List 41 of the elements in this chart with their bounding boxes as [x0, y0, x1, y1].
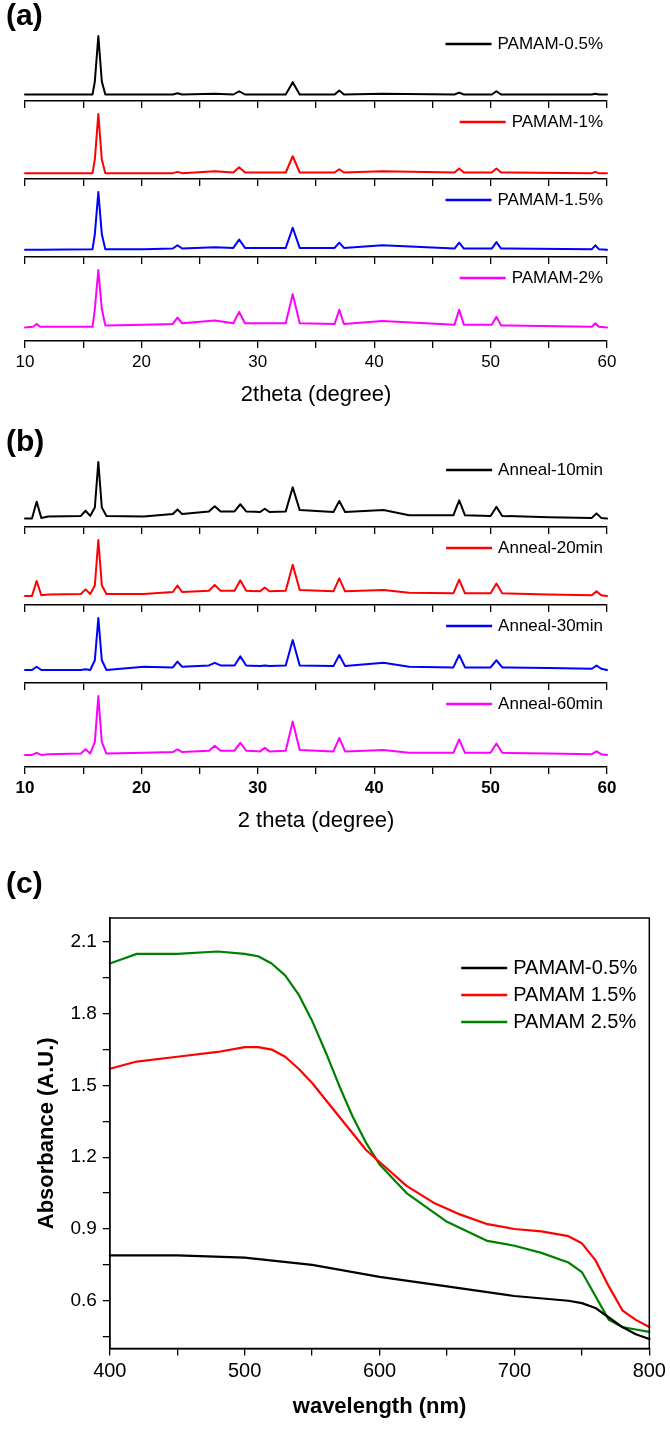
x-tick-label: 20 — [131, 777, 151, 797]
chart-title: (c) — [6, 866, 43, 900]
legend-label: Anneal-20min — [498, 537, 604, 557]
x-axis-title: 2theta (degree) — [240, 380, 392, 406]
y-tick-label: 2.1 — [70, 930, 97, 952]
y-tick-label: 1.8 — [70, 1001, 97, 1023]
y-tick-label: 1.5 — [70, 1073, 97, 1095]
legend-label: PAMAM 2.5% — [513, 1009, 637, 1032]
chart-title: (a) — [6, 0, 43, 32]
y-axis-title: Absorbance (A.U.) — [33, 1037, 59, 1230]
legend-label: PAMAM-0.5% — [513, 955, 638, 978]
x-tick-label: 30 — [248, 351, 268, 371]
legend-label: Anneal-30min — [498, 615, 604, 635]
x-tick-label: 40 — [364, 351, 384, 371]
x-tick-label: 10 — [15, 351, 35, 371]
x-tick-label: 30 — [248, 777, 268, 797]
x-tick-label: 60 — [597, 351, 617, 371]
legend-label: PAMAM-2% — [511, 267, 603, 287]
x-tick-label: 20 — [131, 351, 151, 371]
x-tick-label: 800 — [632, 1359, 666, 1382]
y-tick-label: 0.6 — [70, 1288, 97, 1310]
x-tick-label: 50 — [481, 351, 501, 371]
legend-label: PAMAM 1.5% — [513, 982, 637, 1005]
x-tick-label: 700 — [497, 1359, 532, 1382]
x-tick-label: 400 — [93, 1359, 127, 1382]
chart-title: (b) — [6, 424, 45, 458]
x-axis-title: 2 theta (degree) — [237, 806, 395, 832]
x-tick-label: 60 — [597, 777, 617, 797]
y-tick-label: 0.9 — [70, 1217, 97, 1239]
x-axis-title: wavelength (nm) — [291, 1392, 467, 1418]
legend-label: Anneal-10min — [498, 459, 604, 479]
x-tick-label: 600 — [362, 1359, 397, 1382]
x-tick-label: 50 — [481, 777, 501, 797]
legend-label: PAMAM-1% — [511, 111, 603, 131]
legend-label: PAMAM-1.5% — [497, 189, 604, 209]
y-tick-label: 1.2 — [70, 1145, 97, 1167]
x-tick-label: 500 — [228, 1359, 262, 1382]
legend-label: PAMAM-0.5% — [497, 33, 604, 53]
x-tick-label: 10 — [15, 777, 35, 797]
legend-label: Anneal-60min — [498, 693, 604, 713]
x-tick-label: 40 — [364, 777, 384, 797]
